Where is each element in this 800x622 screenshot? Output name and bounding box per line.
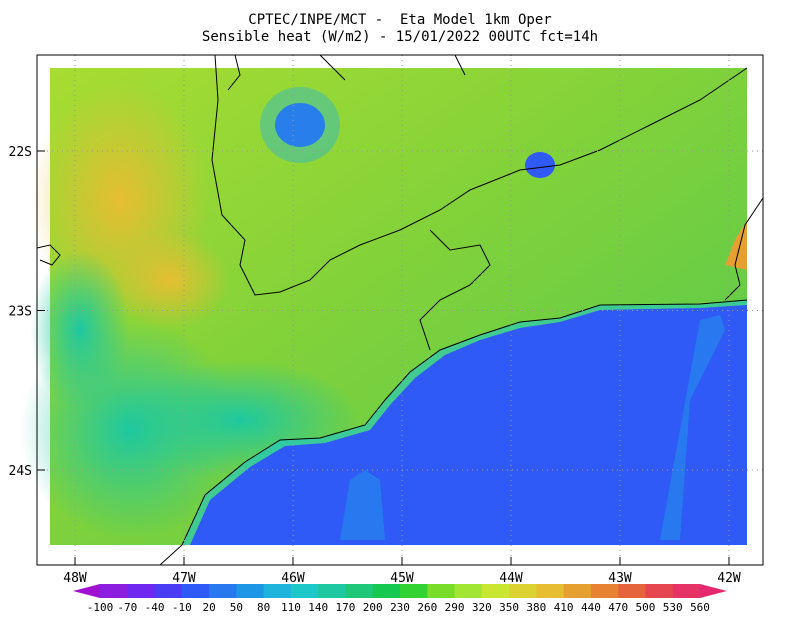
colorbar-label: 20 xyxy=(202,601,215,614)
colorbar-label: 500 xyxy=(636,601,656,614)
colorbar-segment xyxy=(672,584,701,598)
lon-label: 48W xyxy=(63,571,87,586)
map-frame xyxy=(36,54,764,566)
colorbar-label: -40 xyxy=(145,601,165,614)
colorbar-segment xyxy=(290,584,319,598)
colorbar-segment xyxy=(563,584,592,598)
graticule: 22S 23S 24S 48W 47W 46W 45W 44W 43W 42W xyxy=(9,55,763,586)
colorbar-segment xyxy=(318,584,346,598)
colorbar-label: 50 xyxy=(230,601,243,614)
lon-label: 46W xyxy=(281,571,305,586)
lat-label: 24S xyxy=(9,464,32,479)
colorbar-label: 380 xyxy=(526,601,546,614)
colorbar-segment xyxy=(127,584,156,598)
colorbar-label: -100 xyxy=(87,601,114,614)
lon-label: 42W xyxy=(717,571,741,586)
colorbar-label: 290 xyxy=(445,601,465,614)
colorbar-label: 230 xyxy=(390,601,410,614)
colorbar-label: 140 xyxy=(308,601,328,614)
colorbar-label: 170 xyxy=(336,601,356,614)
lon-label: 45W xyxy=(390,571,414,586)
colorbar-label: 350 xyxy=(499,601,519,614)
colorbar-label: 200 xyxy=(363,601,383,614)
lat-label: 23S xyxy=(9,305,32,320)
lon-label: 43W xyxy=(608,571,632,586)
colorbar-segment xyxy=(536,584,565,598)
colorbar-label: 530 xyxy=(663,601,683,614)
colorbar-segment xyxy=(618,584,646,598)
colorbar-label: -10 xyxy=(172,601,192,614)
colorbar-segment xyxy=(400,584,428,598)
lon-label: 44W xyxy=(499,571,523,586)
colorbar-segment xyxy=(454,584,483,598)
colorbar-label: 440 xyxy=(581,601,601,614)
colorbar-label: 110 xyxy=(281,601,301,614)
colorbar-segment xyxy=(263,584,292,598)
lon-label: 47W xyxy=(172,571,196,586)
colorbar-label: 320 xyxy=(472,601,492,614)
colorbar-label: 470 xyxy=(608,601,628,614)
map-field xyxy=(20,68,747,545)
colorbar-label: -70 xyxy=(117,601,137,614)
colorbar-segment xyxy=(209,584,237,598)
colorbar-segment xyxy=(181,584,210,598)
colorbar-segment xyxy=(590,584,619,598)
colorbar-label: 560 xyxy=(690,601,710,614)
colorbar-arrow xyxy=(73,584,100,598)
colorbar-segment xyxy=(645,584,674,598)
colorbar-label: 260 xyxy=(417,601,437,614)
colorbar-segment xyxy=(481,584,510,598)
colorbar-label: 410 xyxy=(554,601,574,614)
colorbar-segment xyxy=(509,584,537,598)
colorbar-segment xyxy=(345,584,374,598)
title-line-2: Sensible heat (W/m2) - 15/01/2022 00UTC … xyxy=(202,29,598,45)
colorbar-label: 80 xyxy=(257,601,270,614)
coastline xyxy=(36,54,764,566)
colorbar-segment xyxy=(372,584,401,598)
colorbar: -100 -70 -40 -10 20 50 80 110 140 170 200 230 260 290… xyxy=(73,584,727,614)
colorbar-segment xyxy=(100,584,128,598)
title-line-1: CPTEC/INPE/MCT - Eta Model 1km Oper xyxy=(248,12,551,28)
colorbar-segment xyxy=(154,584,183,598)
lat-label: 22S xyxy=(9,145,32,160)
colorbar-segment xyxy=(236,584,265,598)
colorbar-segment xyxy=(427,584,456,598)
colorbar-arrow xyxy=(700,584,727,598)
